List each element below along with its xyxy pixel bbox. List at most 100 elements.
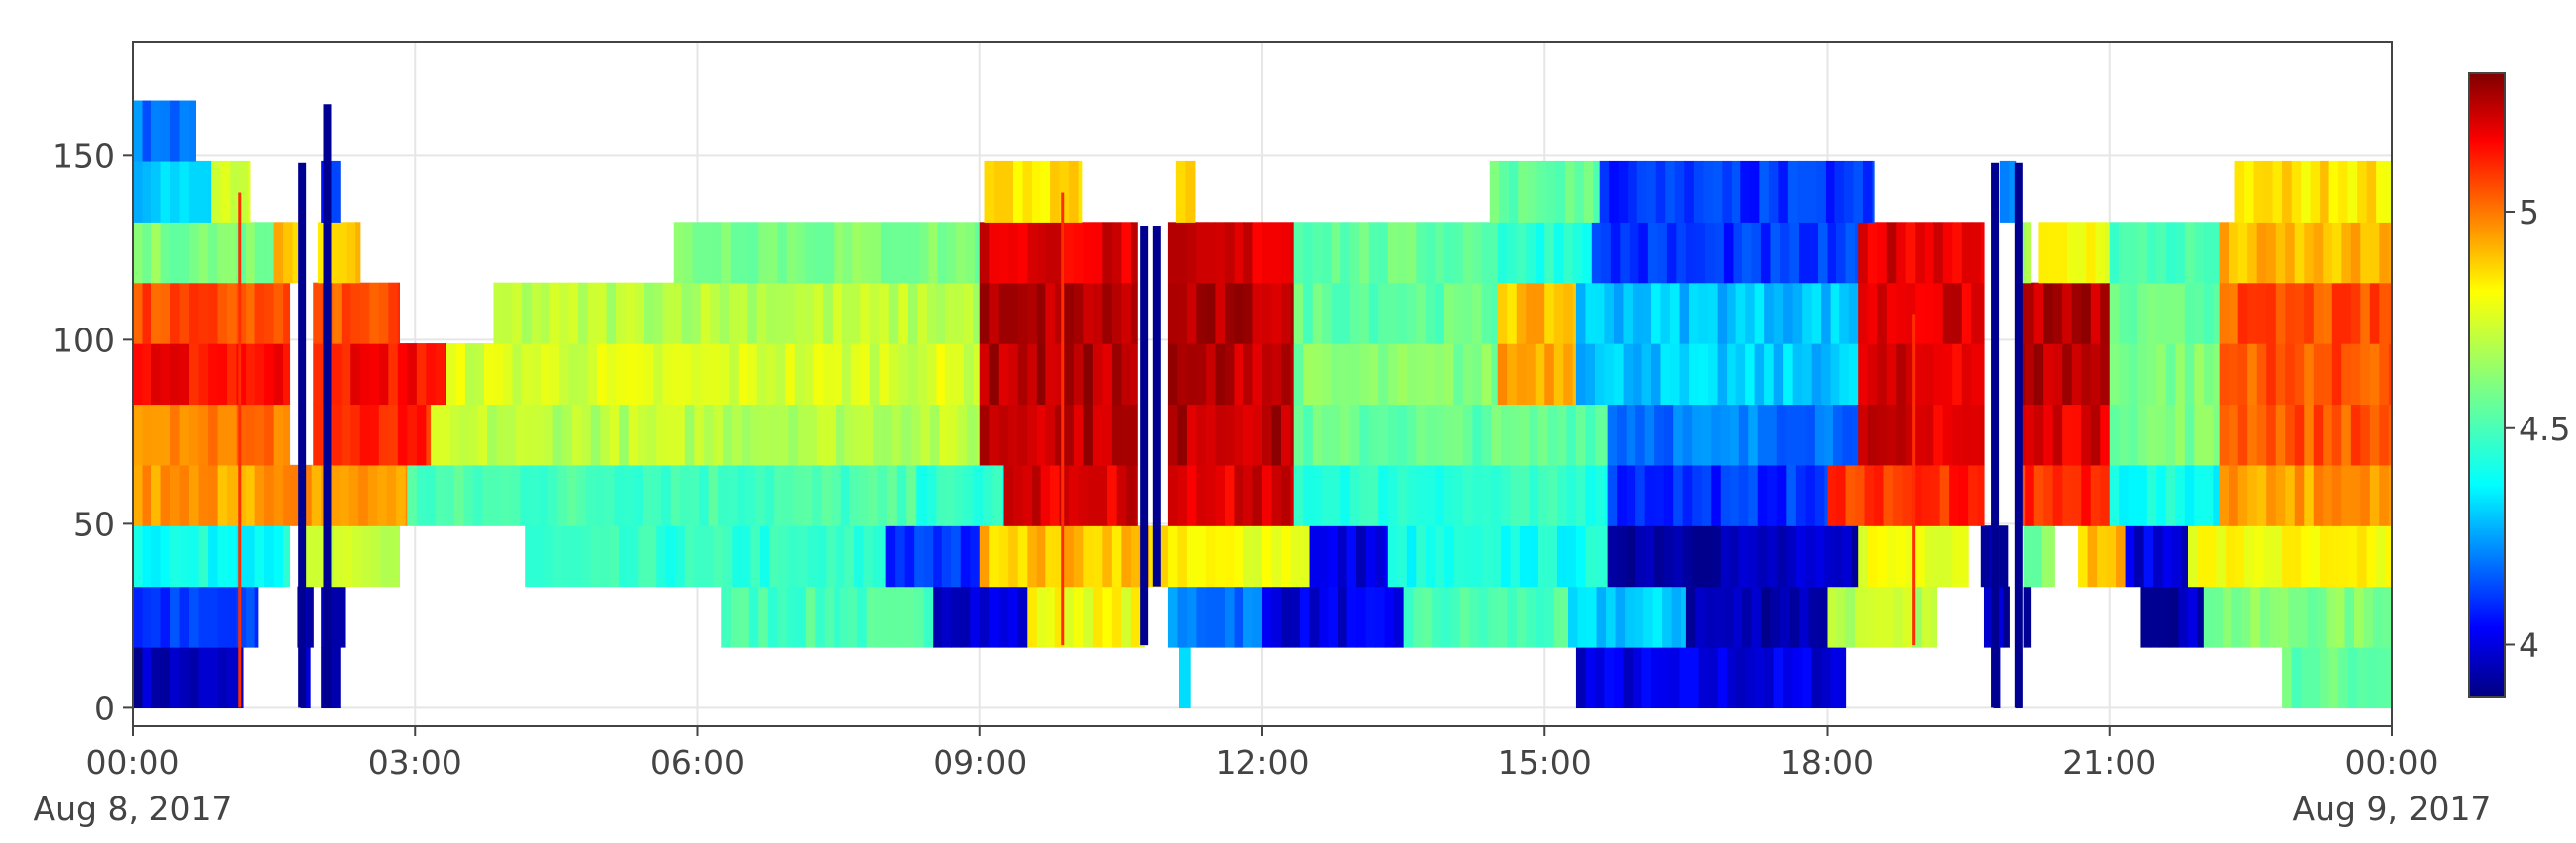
- heatmap-cell: [1481, 525, 1492, 588]
- heatmap-cell: [590, 525, 601, 588]
- heatmap-cell: [445, 464, 455, 526]
- heatmap-cell: [936, 464, 946, 526]
- heatmap-cell: [1300, 586, 1311, 648]
- heatmap-cell: [2341, 464, 2352, 526]
- heatmap-cell: [619, 404, 630, 466]
- heatmap-cell: [552, 525, 563, 588]
- heatmap-cell: [2090, 464, 2101, 526]
- heatmap-cell: [2213, 222, 2221, 284]
- heatmap-cell: [1805, 464, 1816, 526]
- heatmap-cell: [227, 586, 238, 648]
- heatmap-cell: [1022, 464, 1033, 526]
- heatmap-cell: [670, 464, 681, 526]
- heatmap-cell: [1789, 586, 1800, 648]
- heatmap-cell: [2125, 525, 2135, 588]
- heatmap-cell: [189, 343, 200, 406]
- heatmap-cell: [2334, 586, 2346, 648]
- heatmap-cell: [1575, 282, 1587, 344]
- heatmap-cell: [1563, 586, 1569, 648]
- heatmap-cell: [1604, 404, 1609, 466]
- heatmap-cell: [2282, 525, 2293, 588]
- heatmap-cell: [2320, 647, 2330, 708]
- heatmap-cell: [1635, 404, 1646, 466]
- heatmap-cell: [2285, 404, 2296, 466]
- heatmap-cell: [160, 647, 171, 708]
- heatmap-cell: [1102, 404, 1113, 466]
- heatmap-cell: [1698, 343, 1709, 406]
- heatmap-cell: [151, 343, 162, 406]
- heatmap-cell: [1387, 404, 1398, 466]
- heatmap-cell: [2304, 222, 2315, 284]
- heatmap-cell: [628, 404, 639, 466]
- heatmap-cell: [2105, 222, 2111, 284]
- heatmap-cell: [1792, 282, 1803, 344]
- heatmap-cell: [718, 464, 729, 526]
- heatmap-cell: [1262, 282, 1273, 344]
- heatmap-cell: [1196, 464, 1207, 526]
- heatmap-cell: [576, 464, 587, 526]
- heatmap-cell: [2285, 222, 2296, 284]
- heatmap-cell: [1741, 586, 1753, 648]
- heatmap-cell: [1720, 464, 1731, 526]
- heatmap-cell: [1553, 222, 1564, 284]
- heatmap-cell: [198, 343, 209, 406]
- heatmap-cell: [198, 282, 209, 344]
- heatmap-cell: [1008, 343, 1019, 406]
- heatmap-cell: [2165, 343, 2176, 406]
- heatmap-cell: [1384, 586, 1395, 648]
- heatmap-cell: [1526, 282, 1536, 344]
- heatmap-cell: [960, 586, 971, 648]
- heatmap-cell: [1575, 343, 1587, 406]
- heatmap-cell: [1817, 586, 1829, 648]
- heatmap-cell: [236, 464, 247, 526]
- heatmap-cell: [170, 343, 181, 406]
- heatmap-cell: [1262, 586, 1273, 648]
- heatmap-cell: [1416, 525, 1427, 588]
- heatmap-cell: [681, 282, 692, 344]
- heatmap-cell: [217, 282, 228, 344]
- heatmap-cell: [1836, 222, 1847, 284]
- heatmap-cell: [487, 404, 498, 466]
- heatmap-cell: [541, 282, 551, 344]
- heatmap-cell: [142, 404, 152, 466]
- heatmap-cell: [1312, 404, 1323, 466]
- heatmap-cell: [2156, 282, 2167, 344]
- heatmap-cell: [1617, 464, 1628, 526]
- heatmap-cell: [1073, 222, 1084, 284]
- heatmap-cell: [474, 343, 485, 406]
- heatmap-cell: [549, 343, 560, 406]
- heatmap-cell: [973, 343, 981, 406]
- heatmap-cell: [1779, 586, 1791, 648]
- heatmap-cell: [898, 282, 909, 344]
- heatmap-cell: [1422, 586, 1433, 648]
- heatmap-cell: [1660, 343, 1671, 406]
- heatmap-cell: [1027, 222, 1038, 284]
- heatmap-cell: [2266, 464, 2277, 526]
- heatmap-cell: [1663, 525, 1674, 588]
- heatmap-cell: [1242, 586, 1254, 648]
- heatmap-cell: [815, 586, 826, 648]
- heatmap-cell: [1607, 464, 1618, 526]
- heatmap-cell: [1440, 586, 1451, 648]
- heatmap-cell: [227, 525, 238, 588]
- heatmap-cell: [2247, 464, 2258, 526]
- heatmap-cell: [1234, 586, 1244, 648]
- heatmap-cell: [1657, 222, 1668, 284]
- heatmap-cell: [587, 343, 598, 406]
- heatmap-cell: [1293, 282, 1304, 344]
- heatmap-cell: [1591, 222, 1602, 284]
- heatmap-cell: [872, 404, 884, 466]
- heatmap-cell: [2062, 404, 2073, 466]
- heatmap-cell: [2081, 404, 2092, 466]
- heatmap-cell: [1760, 222, 1772, 284]
- heatmap-cell: [1851, 404, 1859, 466]
- heatmap-cell: [1281, 586, 1292, 648]
- heatmap-cell: [1281, 282, 1292, 344]
- heatmap-cell: [1893, 464, 1904, 526]
- heatmap-cell: [2128, 282, 2138, 344]
- heatmap-cell: [170, 160, 181, 223]
- heatmap-cell: [2165, 464, 2176, 526]
- heatmap-cell: [609, 404, 620, 466]
- heatmap-cell: [468, 404, 479, 466]
- heatmap-cell: [1634, 586, 1644, 648]
